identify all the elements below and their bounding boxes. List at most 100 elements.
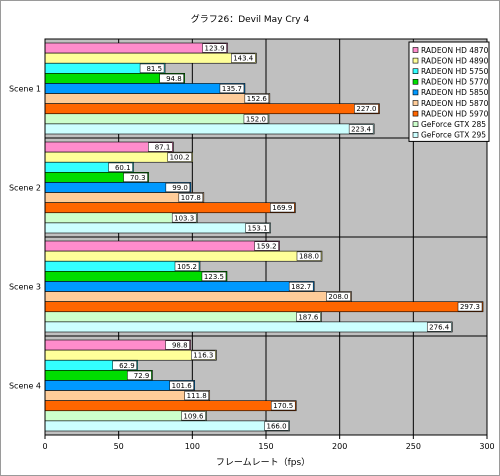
x-tick-label: 150: [258, 442, 273, 451]
legend-swatch: [412, 57, 419, 64]
data-label-box: [174, 261, 200, 271]
data-label-box: [171, 213, 197, 223]
bar: [44, 349, 217, 361]
legend-swatch: [412, 47, 419, 53]
data-label-box: [270, 203, 295, 213]
data-label: 227.0: [356, 105, 376, 113]
chart-title: グラフ26：Devil May Cry 4: [191, 13, 310, 25]
data-label-box: [191, 350, 216, 360]
bar: [44, 52, 257, 64]
category-label-4: Scene 4: [9, 382, 41, 391]
data-label: 98.8: [172, 342, 188, 350]
category-label-2: Scene 2: [9, 184, 41, 193]
data-label: 153.1: [248, 224, 268, 232]
data-label-box: [108, 162, 133, 172]
data-label: 72.9: [134, 372, 150, 380]
bar: [44, 83, 246, 94]
bar: [44, 420, 290, 432]
data-label: 105.2: [177, 263, 197, 271]
data-label-box: [457, 302, 483, 312]
x-tick-label: 0: [42, 442, 47, 451]
legend-entry: RADEON HD 5750: [421, 67, 489, 76]
data-label: 111.8: [187, 392, 207, 400]
data-label-box: [123, 172, 148, 182]
data-label: 101.6: [172, 382, 193, 390]
data-label: 81.5: [146, 65, 162, 73]
data-label: 123.9: [204, 45, 224, 53]
bar: [44, 113, 270, 125]
data-label: 208.0: [328, 293, 348, 301]
x-tick-label: 50: [114, 442, 124, 451]
x-tick-label: 200: [332, 442, 347, 451]
data-label: 166.0: [267, 422, 287, 430]
data-label-box: [244, 94, 270, 104]
category-label-1: Scene 1: [9, 85, 41, 94]
x-tick-label: 250: [406, 442, 421, 451]
data-label-box: [201, 271, 227, 281]
bar: [44, 250, 323, 262]
data-label: 182.7: [291, 283, 311, 291]
data-label-box: [127, 370, 152, 380]
data-label: 223.4: [351, 125, 372, 133]
data-label: 123.5: [204, 273, 224, 281]
data-label: 87.1: [155, 144, 171, 152]
bar: [44, 281, 315, 292]
legend-box: [408, 41, 490, 142]
data-label: 297.3: [460, 303, 480, 311]
legend-swatch: [412, 121, 419, 127]
bar: [44, 93, 271, 104]
legend-entry: RADEON HD 5850: [421, 88, 489, 97]
data-label-box: [202, 43, 227, 53]
data-label-box: [288, 281, 314, 292]
data-label-box: [270, 401, 296, 411]
data-label-box: [243, 114, 269, 124]
legend-swatch: [412, 79, 419, 85]
bar: [44, 222, 271, 234]
data-label-box: [184, 391, 209, 401]
data-label-box: [169, 380, 194, 391]
data-label-box: [354, 104, 379, 114]
bar: [44, 400, 297, 412]
bar: [44, 202, 296, 214]
data-label-box: [167, 152, 192, 162]
data-label: 276.4: [429, 323, 450, 331]
data-label-box: [254, 241, 279, 251]
legend-swatch: [412, 132, 419, 138]
bar: [44, 42, 228, 54]
x-axis-ticks: 0 50 100 150 200 250 300: [42, 435, 495, 451]
x-tick-label: 100: [185, 442, 200, 451]
legend-entry: RADEON HD 4890: [421, 56, 489, 65]
bar: [44, 103, 380, 115]
data-label: 152.0: [246, 115, 266, 123]
data-label-box: [159, 73, 184, 83]
category-labels: Scene 1 Scene 2 Scene 3 Scene 4: [9, 85, 41, 391]
data-label: 60.1: [115, 164, 131, 172]
data-label: 187.6: [298, 313, 319, 321]
data-label: 135.7: [222, 85, 242, 93]
bar: [44, 321, 453, 333]
data-label: 188.0: [299, 253, 319, 261]
bar: [44, 311, 322, 323]
data-label: 99.0: [172, 184, 188, 192]
data-label-box: [231, 53, 256, 63]
data-label-box: [296, 312, 321, 322]
data-label: 103.3: [174, 214, 194, 222]
data-label: 116.3: [193, 352, 213, 360]
legend-entry: RADEON HD 5870: [421, 99, 489, 108]
bar: [44, 123, 375, 135]
legend-swatch: [412, 110, 419, 117]
data-label-box: [245, 223, 270, 233]
legend-swatch: [412, 68, 419, 74]
legend-entry: RADEON HD 5970: [421, 109, 489, 118]
x-tick-label: 300: [479, 442, 494, 451]
data-label-box: [112, 360, 137, 370]
data-label: 70.3: [130, 174, 146, 182]
bar: [44, 240, 280, 252]
legend-entry: GeForce GTX 285: [421, 120, 486, 129]
bar: [44, 291, 352, 302]
data-label-box: [165, 182, 191, 193]
data-label: 159.2: [257, 243, 277, 251]
category-label-3: Scene 3: [9, 283, 41, 292]
